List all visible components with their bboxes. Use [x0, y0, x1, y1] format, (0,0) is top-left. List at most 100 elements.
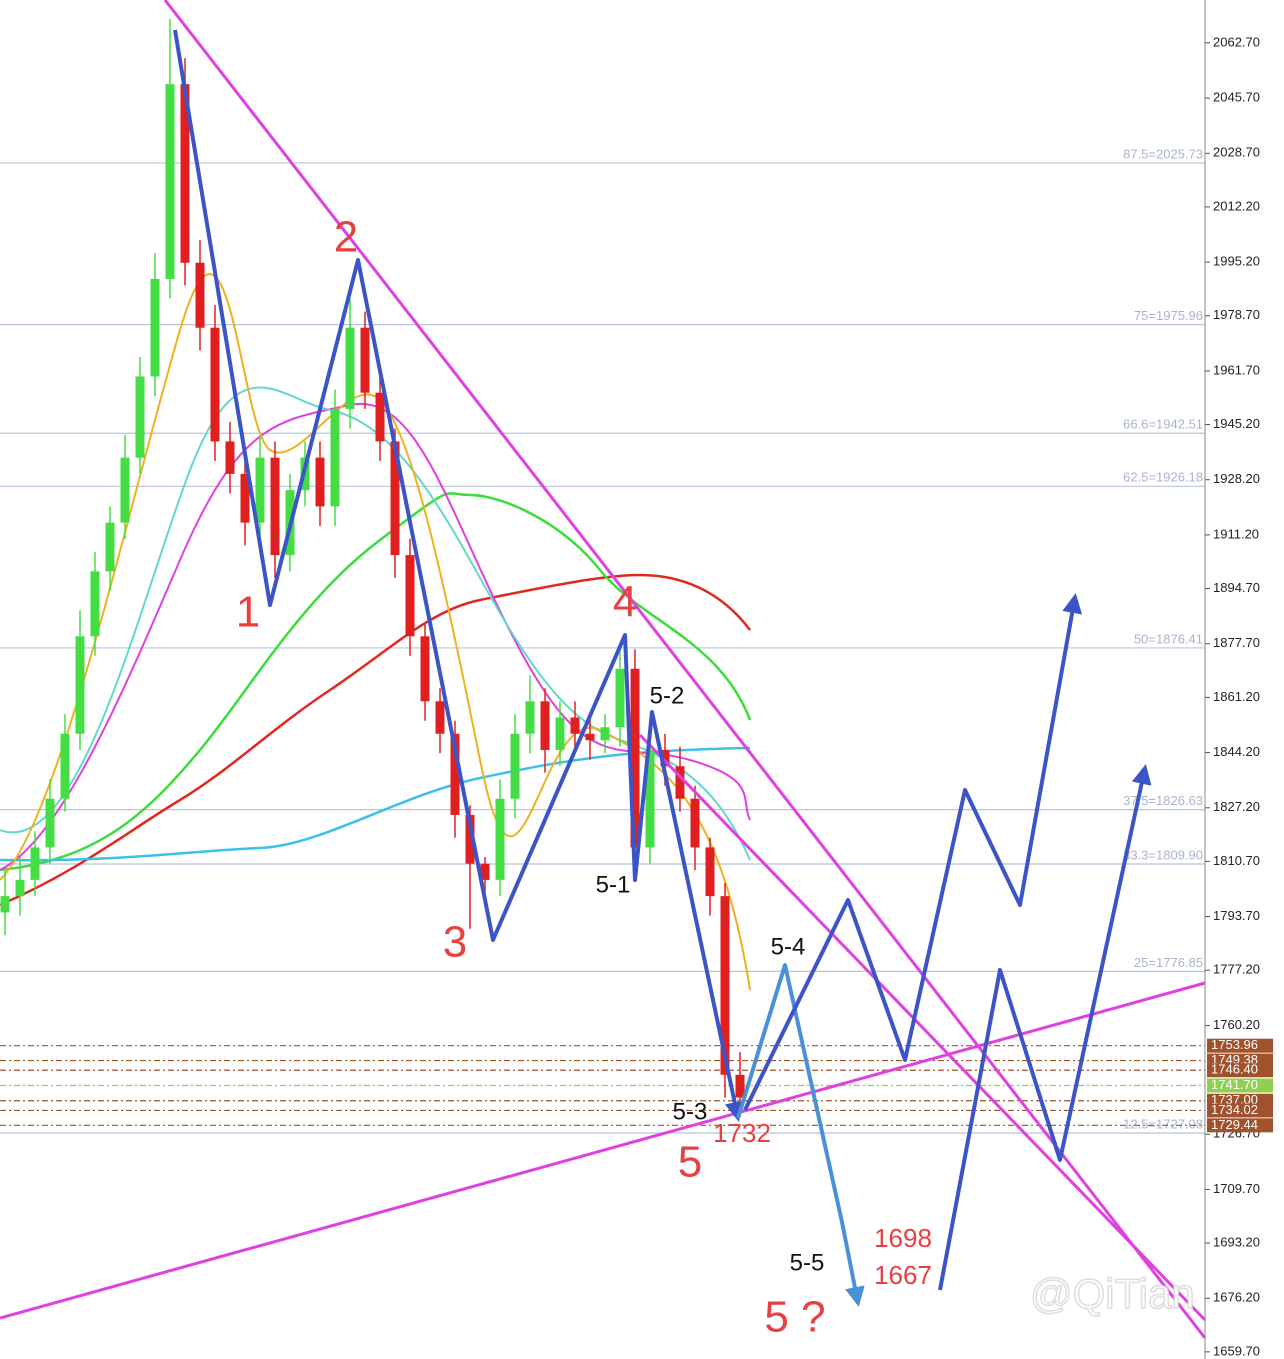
candle-body — [315, 457, 325, 507]
candle-body — [150, 279, 160, 377]
candle-body — [690, 798, 700, 848]
candle-body — [330, 408, 340, 507]
y-tick-label: 1676.20 — [1213, 1290, 1260, 1305]
candle-body — [270, 457, 280, 556]
annotations: 1 2 3 4 5 5 ? 5-1 5-2 5-3 5-4 5-5 1732 1698 1667 — [236, 213, 932, 1342]
candle-body — [525, 701, 535, 734]
candle-body — [225, 441, 235, 474]
wave-path — [173, 29, 745, 1122]
candle-body — [735, 1074, 745, 1098]
y-tick-label: 1827.20 — [1213, 799, 1260, 814]
y-tick-label: 1978.70 — [1213, 307, 1260, 322]
price-box — [1207, 1063, 1273, 1078]
candle-body — [450, 733, 460, 815]
y-tick-label: 1777.20 — [1213, 962, 1260, 977]
price-box-label: 1734.02 — [1211, 1102, 1258, 1117]
trendline — [0, 981, 1206, 1320]
candle-body — [0, 896, 10, 913]
fib-label: 50=1876.41 — [1134, 631, 1203, 646]
fib-label: 66.6=1942.51 — [1123, 417, 1203, 432]
wave-label: 4 — [613, 578, 637, 627]
fib-label: 75=1975.96 — [1134, 308, 1203, 323]
y-tick-label: 2045.70 — [1213, 90, 1260, 105]
candle-body — [675, 766, 685, 799]
candle-body — [15, 879, 25, 897]
candle-body — [195, 262, 205, 328]
sub-wave-label: 5-4 — [771, 933, 806, 960]
sub-wave-label: 5-3 — [673, 1098, 708, 1125]
price-box — [1207, 1078, 1273, 1093]
candle-body — [390, 441, 400, 556]
candle-body — [615, 668, 625, 728]
candle-body — [570, 717, 580, 734]
y-tick-label: 1810.70 — [1213, 853, 1260, 868]
trendline — [638, 733, 1207, 1322]
candle-body — [720, 896, 730, 1075]
y-tick-label: 1894.70 — [1213, 580, 1260, 595]
sub-wave-label: 5-5 — [790, 1249, 825, 1276]
wave-label: 5 — [678, 1138, 702, 1187]
candle-body — [120, 457, 130, 523]
candle-body — [660, 749, 670, 767]
price-box — [1207, 1118, 1273, 1133]
price-box-label: 1753.96 — [1211, 1037, 1258, 1052]
candle-body — [360, 327, 370, 393]
candle-body — [600, 727, 610, 741]
candle-body — [465, 814, 475, 864]
y-tick-label: 1693.20 — [1213, 1234, 1260, 1249]
fib-label: 25=1776.85 — [1134, 955, 1203, 970]
y-tick-label: 1793.70 — [1213, 908, 1260, 923]
y-tick-label: 1961.70 — [1213, 362, 1260, 377]
y-tick-label: 1995.20 — [1213, 254, 1260, 269]
candle-body — [210, 327, 220, 442]
price-box-label: 1746.40 — [1211, 1062, 1258, 1077]
candle-body — [375, 392, 385, 442]
y-tick-label: 2012.20 — [1213, 198, 1260, 213]
price-note: 1732 — [713, 1118, 771, 1148]
trendlines — [0, 0, 1207, 1339]
y-tick-label: 1659.70 — [1213, 1343, 1260, 1358]
candle-body — [585, 733, 595, 741]
candle-body — [240, 473, 250, 523]
candle-body — [510, 733, 520, 799]
wave-label: 2 — [334, 213, 358, 262]
wave-path — [743, 593, 1083, 1111]
candle-body — [705, 847, 715, 897]
candle-body — [165, 84, 175, 280]
candle-body — [45, 798, 55, 848]
candle-body — [90, 571, 100, 637]
trendline — [163, 0, 1207, 1339]
price-box — [1207, 1103, 1273, 1118]
fib-label: 87.5=2025.73 — [1123, 146, 1203, 161]
wave-path — [736, 963, 865, 1307]
candle-body — [645, 749, 655, 848]
candle-body — [75, 636, 85, 734]
y-tick-label: 1911.20 — [1213, 526, 1259, 541]
price-axis: 2062.70 2045.70 2028.70 2012.20 1995.20 1978.… — [1205, 34, 1273, 1358]
candle-body — [105, 522, 115, 572]
y-tick-label: 1844.20 — [1213, 744, 1260, 759]
sub-wave-label: 5-2 — [650, 682, 685, 709]
y-tick-label: 1861.20 — [1213, 689, 1260, 704]
candle-body — [255, 457, 265, 523]
price-note: 1698 — [874, 1223, 932, 1253]
y-tick-label: 2062.70 — [1213, 34, 1260, 49]
y-tick-label: 2028.70 — [1213, 145, 1260, 160]
wave-label: 5 ? — [764, 1293, 825, 1342]
candles — [0, 19, 745, 1118]
fib-label: 37.5=1826.63 — [1123, 793, 1203, 808]
y-tick-label: 1877.70 — [1213, 635, 1260, 650]
fib-label: 12.5=1727.08 — [1123, 1116, 1203, 1131]
wave-label: 3 — [443, 918, 467, 967]
price-box-label: 1729.44 — [1211, 1117, 1258, 1132]
y-tick-label: 1760.20 — [1213, 1017, 1260, 1032]
y-tick-label: 1945.20 — [1213, 416, 1260, 431]
candle-body — [435, 701, 445, 734]
y-tick-label: 1709.70 — [1213, 1181, 1260, 1196]
candle-body — [630, 668, 640, 848]
wave-label: 1 — [236, 588, 260, 637]
price-box — [1207, 1038, 1273, 1053]
candle-body — [540, 701, 550, 750]
